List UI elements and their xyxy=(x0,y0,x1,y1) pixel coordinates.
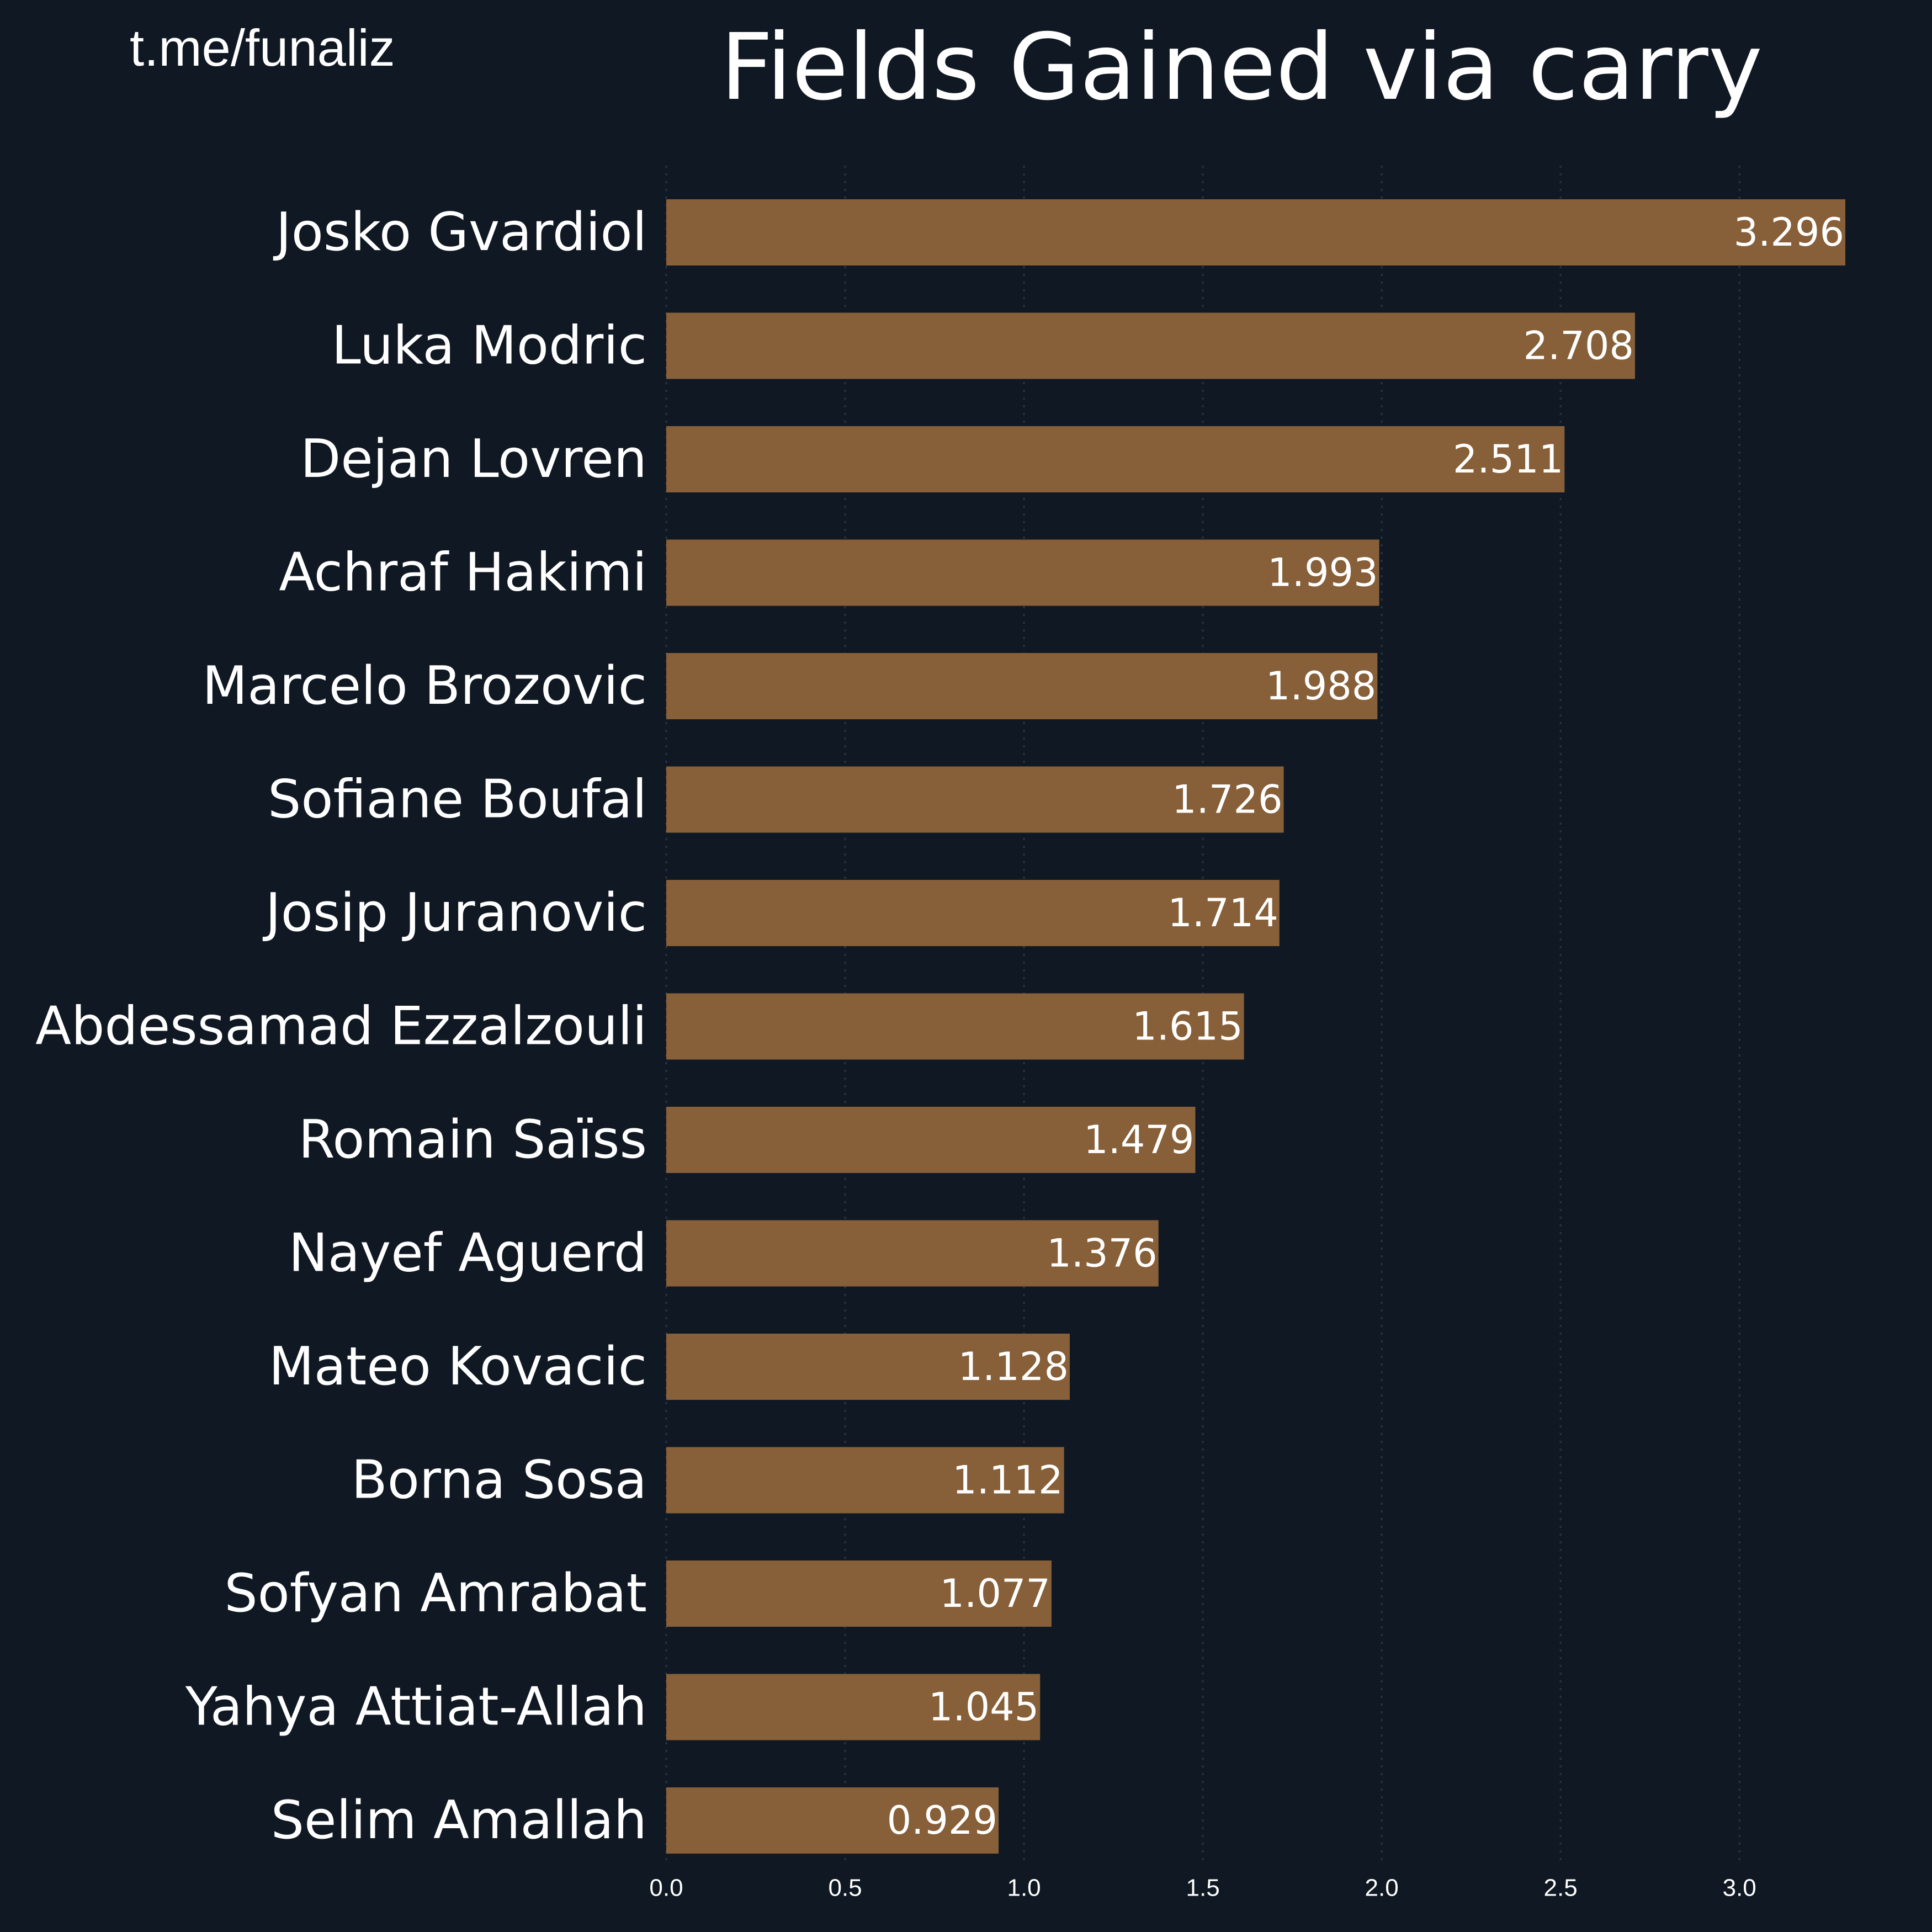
value-label: 1.077 xyxy=(940,1571,1050,1616)
x-tick-label: 1.5 xyxy=(1186,1875,1220,1902)
value-label: 1.615 xyxy=(1132,1004,1243,1049)
bar xyxy=(666,1334,1070,1400)
value-label: 2.511 xyxy=(1453,437,1563,482)
value-label: 1.726 xyxy=(1172,777,1282,822)
value-label: 1.988 xyxy=(1266,664,1376,709)
bar xyxy=(666,1447,1064,1514)
x-tick-label: 2.5 xyxy=(1544,1875,1578,1902)
bar xyxy=(666,539,1379,606)
category-labels: Josko Gvardiol Luka Modric Dejan Lovren Ach… xyxy=(35,202,647,1851)
category-label: Romain Saïss xyxy=(299,1110,647,1170)
category-label: Yahya Attiat-Allah xyxy=(185,1677,647,1738)
category-label: Abdessamad Ezzalzouli xyxy=(35,996,647,1057)
value-label: 2.708 xyxy=(1524,323,1634,369)
value-label: 1.714 xyxy=(1167,890,1278,936)
category-label: Dejan Lovren xyxy=(300,429,647,490)
x-tick-label: 1.0 xyxy=(1007,1875,1041,1902)
x-tick-label: 0.0 xyxy=(649,1875,683,1902)
value-label: 1.128 xyxy=(958,1344,1069,1389)
category-label: Josip Juranovic xyxy=(263,883,647,943)
bars xyxy=(666,199,1845,1854)
bar xyxy=(666,426,1565,492)
value-label: 3.296 xyxy=(1734,210,1844,255)
x-tick-label: 3.0 xyxy=(1723,1875,1756,1902)
category-label: Luka Modric xyxy=(332,316,647,376)
bar xyxy=(666,993,1244,1060)
value-label: 1.045 xyxy=(928,1685,1039,1730)
value-label: 1.479 xyxy=(1084,1117,1194,1163)
value-label: 1.376 xyxy=(1047,1231,1157,1276)
bar xyxy=(666,1674,1041,1740)
x-tick-label: 0.5 xyxy=(828,1875,862,1902)
value-label: 1.993 xyxy=(1267,550,1378,596)
bar xyxy=(666,1787,999,1854)
bar xyxy=(666,1220,1159,1287)
category-label: Achraf Hakimi xyxy=(279,543,647,603)
chart-title: Fields Gained via carry xyxy=(720,14,1763,121)
category-label: Josko Gvardiol xyxy=(273,202,647,263)
category-label: Sofyan Amrabat xyxy=(224,1563,647,1624)
value-label: 0.929 xyxy=(887,1798,997,1843)
category-label: Mateo Kovacic xyxy=(269,1336,647,1397)
value-label: 1.112 xyxy=(952,1458,1063,1503)
bar xyxy=(666,766,1284,833)
x-axis-ticks: 0.0 0.5 1.0 1.5 2.0 2.5 3.0 xyxy=(649,1875,1756,1902)
watermark-text: t.me/funaliz xyxy=(130,19,395,77)
category-label: Marcelo Brozovic xyxy=(202,656,647,716)
category-label: Sofiane Boufal xyxy=(268,769,647,830)
bar xyxy=(666,1107,1196,1173)
value-labels: 3.296 2.708 2.511 1.993 1.988 1.726 1.714 1.615… xyxy=(887,210,1844,1843)
x-tick-label: 2.0 xyxy=(1365,1875,1399,1902)
category-label: Nayef Aguerd xyxy=(289,1223,647,1284)
bar xyxy=(666,312,1635,379)
bar xyxy=(666,880,1280,946)
category-label: Borna Sosa xyxy=(352,1450,647,1511)
bar xyxy=(666,1561,1052,1627)
category-label: Selim Amallah xyxy=(271,1790,647,1851)
bar xyxy=(666,199,1845,266)
bar xyxy=(666,653,1378,719)
